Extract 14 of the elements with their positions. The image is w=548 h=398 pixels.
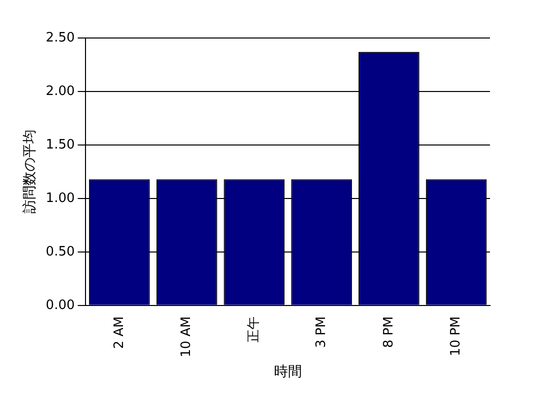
x-tick-label: 2 AM bbox=[112, 316, 127, 349]
x-tick-label: 正午 bbox=[246, 316, 262, 342]
y-tick-label: 1.50 bbox=[46, 137, 75, 152]
y-axis-title: 訪問数の平均 bbox=[22, 130, 38, 214]
x-axis-title: 時間 bbox=[274, 364, 302, 380]
y-tick-label: 0.50 bbox=[46, 244, 75, 260]
y-tick-label: 2.50 bbox=[46, 30, 75, 46]
y-tick-label: 2.00 bbox=[46, 84, 75, 99]
y-tick-label: 1.00 bbox=[46, 190, 75, 206]
x-tick-label: 10 AM bbox=[179, 316, 194, 358]
x-tick-label: 8 PM bbox=[381, 316, 396, 348]
x-tick-label: 10 PM bbox=[448, 316, 464, 356]
y-tick-label: 0.00 bbox=[46, 298, 75, 313]
x-tick-label: 3 PM bbox=[314, 316, 329, 348]
